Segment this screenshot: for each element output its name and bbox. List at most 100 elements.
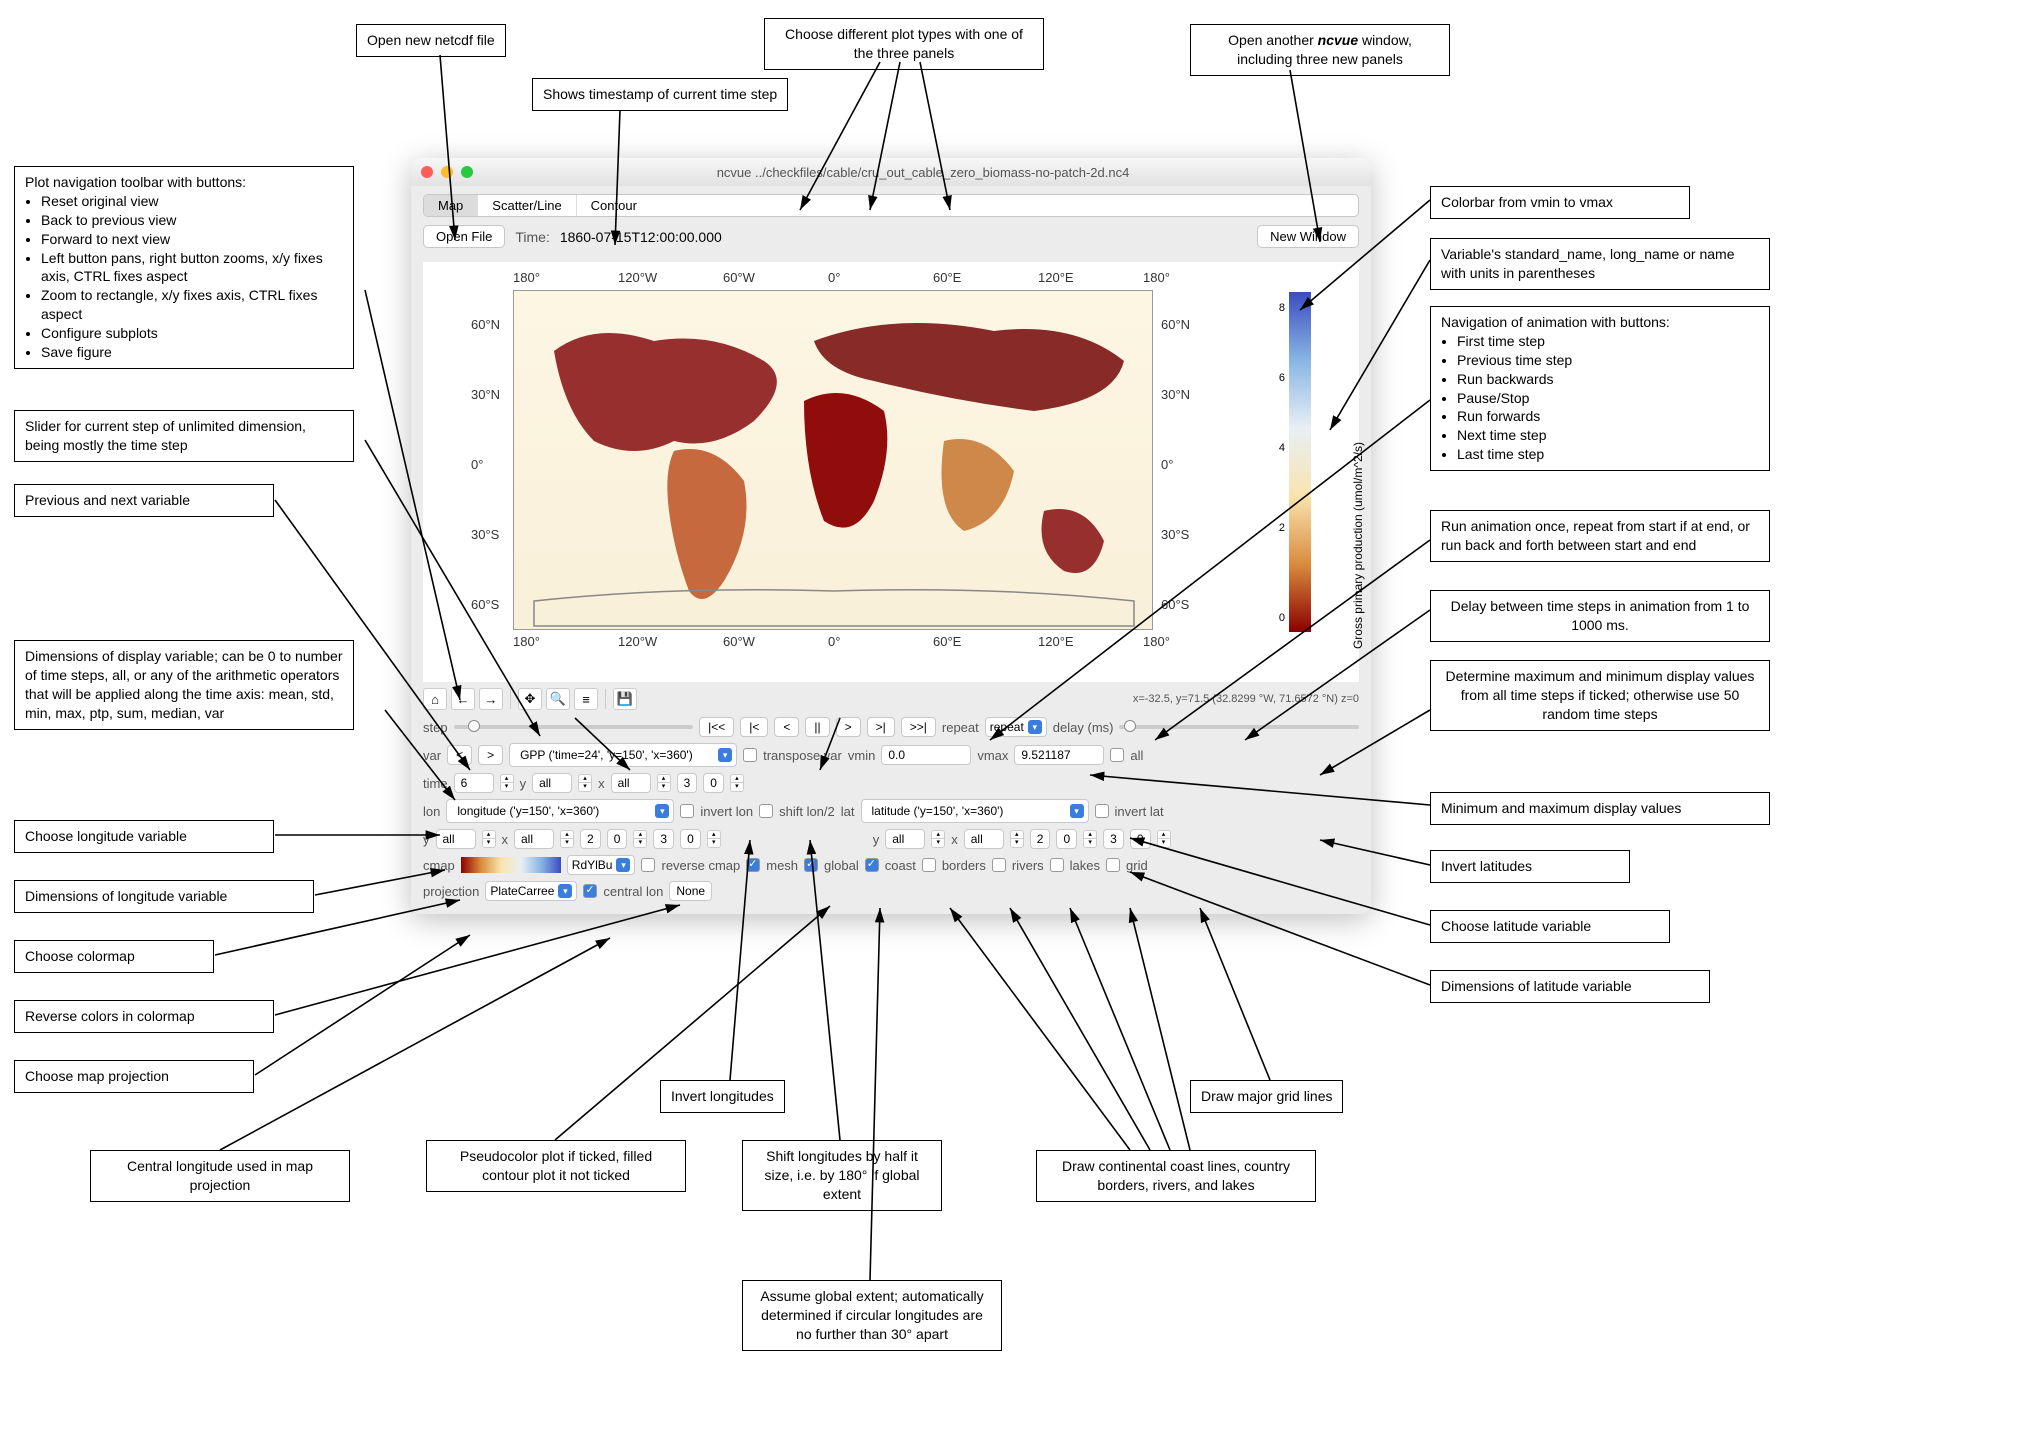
callout-coast: Draw continental coast lines, country bo… bbox=[1036, 1150, 1316, 1202]
callout-minmax: Minimum and maximum display values bbox=[1430, 792, 1770, 825]
pause-button[interactable]: || bbox=[805, 717, 829, 737]
callout-central-lon: Central longitude used in map projection bbox=[90, 1150, 350, 1202]
next-step-button[interactable]: >| bbox=[867, 717, 895, 737]
prev-step-button[interactable]: |< bbox=[740, 717, 768, 737]
lat-y-field[interactable]: all bbox=[885, 829, 925, 849]
transpose-check[interactable] bbox=[743, 748, 757, 762]
repeat-select[interactable]: repeat▾ bbox=[985, 717, 1047, 737]
reverse-cmap-check[interactable] bbox=[641, 858, 655, 872]
timestamp-value: 1860-07-15T12:00:00.000 bbox=[560, 229, 722, 245]
callout-plot-types: Choose different plot types with one of … bbox=[764, 18, 1044, 70]
new-window-button[interactable]: New Window bbox=[1257, 225, 1359, 248]
borders-check[interactable] bbox=[922, 858, 936, 872]
plot-type-tabs: Map Scatter/Line Contour bbox=[423, 194, 1359, 217]
coast-check[interactable] bbox=[865, 858, 879, 872]
mesh-check[interactable] bbox=[746, 858, 760, 872]
central-lon-field[interactable]: None bbox=[669, 881, 712, 901]
colorbar bbox=[1289, 292, 1311, 632]
callout-slider: Slider for current step of unlimited dim… bbox=[14, 410, 354, 462]
save-icon[interactable]: 💾 bbox=[613, 688, 637, 710]
invert-lon-check[interactable] bbox=[680, 804, 694, 818]
prev-var-button[interactable]: < bbox=[447, 745, 472, 765]
callout-global: Assume global extent; automatically dete… bbox=[742, 1280, 1002, 1351]
repeat-label: repeat bbox=[942, 720, 979, 735]
first-step-button[interactable]: |<< bbox=[699, 717, 734, 737]
all-check[interactable] bbox=[1110, 748, 1124, 762]
tab-contour[interactable]: Contour bbox=[577, 195, 651, 216]
grid-check[interactable] bbox=[1106, 858, 1120, 872]
forward-icon[interactable]: → bbox=[479, 688, 503, 710]
vmin-field[interactable]: 0.0 bbox=[881, 745, 971, 765]
lon-x-field[interactable]: all bbox=[514, 829, 554, 849]
callout-choose-lon: Choose longitude variable bbox=[14, 820, 274, 853]
colorbar-label: Gross primary production (umol/m^2/s) bbox=[1351, 442, 1365, 649]
delay-label: delay (ms) bbox=[1053, 720, 1114, 735]
minimize-icon[interactable] bbox=[441, 166, 453, 178]
callout-open-file: Open new netcdf file bbox=[356, 24, 506, 57]
callout-colorbar: Colorbar from vmin to vmax bbox=[1430, 186, 1690, 219]
titlebar: ncvue ../checkfiles/cable/cru_out_cable_… bbox=[411, 158, 1371, 186]
tab-map[interactable]: Map bbox=[424, 195, 478, 216]
var-label: var bbox=[423, 748, 441, 763]
callout-pcolor: Pseudocolor plot if ticked, filled conto… bbox=[426, 1140, 686, 1192]
projection-select[interactable]: PlateCarree▾ bbox=[485, 881, 577, 901]
vmax-field[interactable]: 9.521187 bbox=[1014, 745, 1104, 765]
y-field[interactable]: all bbox=[532, 773, 572, 793]
zoom-icon[interactable] bbox=[461, 166, 473, 178]
global-check[interactable] bbox=[804, 858, 818, 872]
rivers-check[interactable] bbox=[992, 858, 1006, 872]
time-field[interactable]: 6 bbox=[454, 773, 494, 793]
lon-select[interactable]: longitude ('y=150', 'x=360')▾ bbox=[446, 799, 674, 823]
callout-shift-lon: Shift longitudes by half it size, i.e. b… bbox=[742, 1140, 942, 1211]
tab-scatter[interactable]: Scatter/Line bbox=[478, 195, 576, 216]
lat-select[interactable]: latitude ('y=150', 'x=360')▾ bbox=[861, 799, 1089, 823]
coord-readout: x=-32.5, y=71.5 (32.8299 °W, 71.6572 °N)… bbox=[1133, 693, 1359, 705]
callout-choose-lat: Choose latitude variable bbox=[1430, 910, 1670, 943]
cmap-select[interactable]: RdYlBu▾ bbox=[567, 855, 636, 875]
invert-lat-check[interactable] bbox=[1095, 804, 1109, 818]
last-step-button[interactable]: >>| bbox=[901, 717, 936, 737]
vmax-label: vmax bbox=[977, 748, 1008, 763]
callout-delay: Delay between time steps in animation fr… bbox=[1430, 590, 1770, 642]
time-label: Time: bbox=[515, 229, 549, 245]
callout-anim: Navigation of animation with buttons: Fi… bbox=[1430, 306, 1770, 471]
callout-nav-toolbar: Plot navigation toolbar with buttons: Re… bbox=[14, 166, 354, 369]
run-fwd-button[interactable]: > bbox=[836, 717, 861, 737]
plot-area: Gross primary production (umol/m^2/s) 18… bbox=[423, 262, 1359, 682]
map-canvas[interactable] bbox=[513, 290, 1153, 630]
zoom-rect-icon[interactable]: 🔍 bbox=[546, 688, 570, 710]
x-field[interactable]: all bbox=[611, 773, 651, 793]
callout-repeat: Run animation once, repeat from start if… bbox=[1430, 510, 1770, 562]
subplots-icon[interactable]: ≡ bbox=[574, 688, 598, 710]
step-slider[interactable] bbox=[454, 725, 694, 729]
run-back-button[interactable]: < bbox=[774, 717, 799, 737]
next-var-button[interactable]: > bbox=[478, 745, 503, 765]
home-icon[interactable]: ⌂ bbox=[423, 688, 447, 710]
central-lon-check[interactable] bbox=[583, 884, 597, 898]
var-select[interactable]: GPP ('time=24', 'y=150', 'x=360')▾ bbox=[509, 743, 737, 767]
callout-projection: Choose map projection bbox=[14, 1060, 254, 1093]
callout-prev-next-var: Previous and next variable bbox=[14, 484, 274, 517]
callout-invert-lat: Invert latitudes bbox=[1430, 850, 1630, 883]
callout-cmap: Choose colormap bbox=[14, 940, 214, 973]
x-stepper[interactable]: ▴▾ bbox=[657, 774, 671, 792]
open-file-button[interactable]: Open File bbox=[423, 225, 505, 248]
window-title: ncvue ../checkfiles/cable/cru_out_cable_… bbox=[485, 165, 1361, 180]
pan-icon[interactable]: ✥ bbox=[518, 688, 542, 710]
lon-y-field[interactable]: all bbox=[436, 829, 476, 849]
lat-x-field[interactable]: all bbox=[964, 829, 1004, 849]
callout-dims-var: Dimensions of display variable; can be 0… bbox=[14, 640, 354, 730]
time-stepper[interactable]: ▴▾ bbox=[500, 774, 514, 792]
back-icon[interactable]: ← bbox=[451, 688, 475, 710]
lakes-check[interactable] bbox=[1050, 858, 1064, 872]
y-stepper[interactable]: ▴▾ bbox=[578, 774, 592, 792]
callout-dims-lat: Dimensions of latitude variable bbox=[1430, 970, 1710, 1003]
delay-slider[interactable] bbox=[1119, 725, 1359, 729]
shift-lon-check[interactable] bbox=[759, 804, 773, 818]
callout-reverse-cmap: Reverse colors in colormap bbox=[14, 1000, 274, 1033]
callout-grid: Draw major grid lines bbox=[1190, 1080, 1343, 1113]
callout-dims-lon: Dimensions of longitude variable bbox=[14, 880, 314, 913]
cmap-swatch bbox=[461, 857, 561, 873]
callout-new-window: Open another ncvue window, including thr… bbox=[1190, 24, 1450, 76]
close-icon[interactable] bbox=[421, 166, 433, 178]
